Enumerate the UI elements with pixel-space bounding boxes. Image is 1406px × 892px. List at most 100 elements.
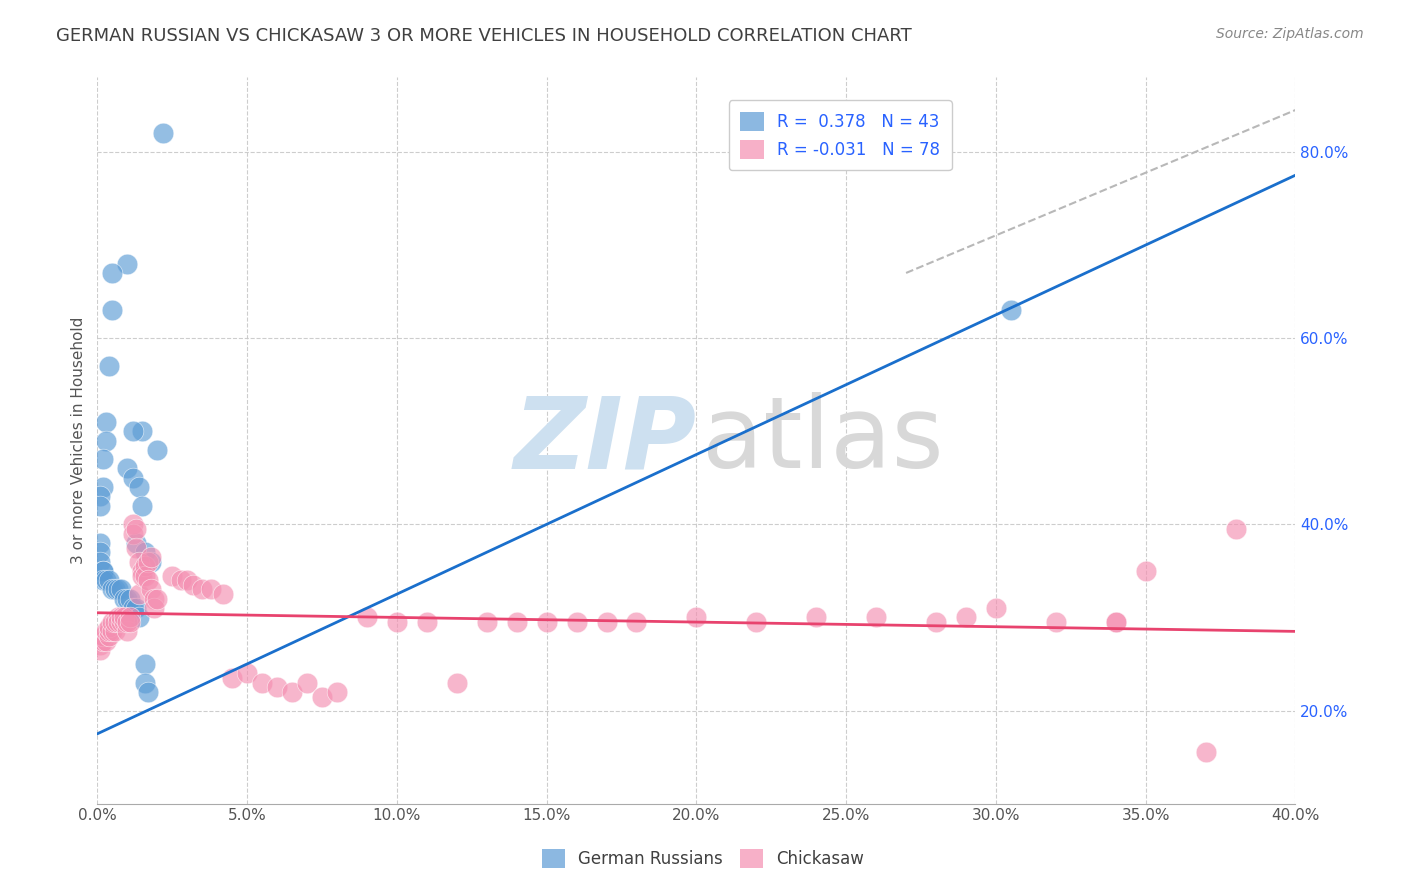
Point <box>356 610 378 624</box>
Point <box>98 629 121 643</box>
Point <box>685 610 707 624</box>
Point <box>212 587 235 601</box>
Point <box>101 303 124 318</box>
Point <box>984 601 1007 615</box>
Point <box>104 582 127 597</box>
Point <box>104 615 127 629</box>
Point <box>112 610 135 624</box>
Point <box>120 610 142 624</box>
Point <box>536 615 558 629</box>
Point <box>134 545 156 559</box>
Point <box>1105 615 1128 629</box>
Point <box>311 690 333 704</box>
Point <box>128 480 150 494</box>
Point <box>96 573 118 587</box>
Point <box>110 582 132 597</box>
Point <box>96 624 118 639</box>
Point <box>170 573 193 587</box>
Point <box>446 675 468 690</box>
Point <box>475 615 498 629</box>
Point <box>93 564 115 578</box>
Point <box>134 568 156 582</box>
Text: Source: ZipAtlas.com: Source: ZipAtlas.com <box>1216 27 1364 41</box>
Point <box>955 610 977 624</box>
Point <box>128 555 150 569</box>
Point <box>93 452 115 467</box>
Point <box>152 126 174 140</box>
Point <box>143 591 166 606</box>
Point <box>925 615 948 629</box>
Point <box>104 624 127 639</box>
Point <box>125 541 148 555</box>
Point <box>141 555 163 569</box>
Point <box>125 601 148 615</box>
Point <box>89 638 111 652</box>
Point <box>98 573 121 587</box>
Legend: German Russians, Chickasaw: German Russians, Chickasaw <box>536 842 870 875</box>
Y-axis label: 3 or more Vehicles in Household: 3 or more Vehicles in Household <box>72 317 86 565</box>
Point <box>176 573 198 587</box>
Point <box>626 615 648 629</box>
Point <box>117 615 139 629</box>
Point <box>745 615 768 629</box>
Point <box>117 461 139 475</box>
Point <box>96 434 118 448</box>
Point <box>385 615 408 629</box>
Point <box>107 582 129 597</box>
Point <box>98 624 121 639</box>
Point <box>505 615 527 629</box>
Point <box>110 610 132 624</box>
Point <box>565 615 588 629</box>
Point <box>125 536 148 550</box>
Point <box>131 564 153 578</box>
Point <box>89 536 111 550</box>
Point <box>134 675 156 690</box>
Point <box>89 555 111 569</box>
Point <box>117 591 139 606</box>
Point <box>101 266 124 280</box>
Point <box>107 615 129 629</box>
Text: ZIP: ZIP <box>513 392 696 489</box>
Point <box>101 582 124 597</box>
Legend: R =  0.378   N = 43, R = -0.031   N = 78: R = 0.378 N = 43, R = -0.031 N = 78 <box>728 100 952 170</box>
Point <box>136 555 159 569</box>
Point <box>136 573 159 587</box>
Point <box>1105 615 1128 629</box>
Point <box>117 257 139 271</box>
Point <box>98 620 121 634</box>
Point <box>125 522 148 536</box>
Point <box>98 359 121 373</box>
Point <box>89 545 111 559</box>
Point <box>131 424 153 438</box>
Point <box>112 591 135 606</box>
Point <box>281 685 304 699</box>
Point <box>326 685 349 699</box>
Point <box>295 675 318 690</box>
Point <box>107 610 129 624</box>
Point <box>1135 564 1157 578</box>
Point <box>93 629 115 643</box>
Point <box>236 666 259 681</box>
Point <box>1000 303 1022 318</box>
Point <box>128 587 150 601</box>
Point <box>120 615 142 629</box>
Point <box>1045 615 1067 629</box>
Point <box>416 615 439 629</box>
Point <box>200 582 222 597</box>
Point <box>806 610 828 624</box>
Point <box>146 442 169 457</box>
Point <box>89 499 111 513</box>
Point <box>93 480 115 494</box>
Text: GERMAN RUSSIAN VS CHICKASAW 3 OR MORE VEHICLES IN HOUSEHOLD CORRELATION CHART: GERMAN RUSSIAN VS CHICKASAW 3 OR MORE VE… <box>56 27 912 45</box>
Point <box>122 424 145 438</box>
Point <box>141 582 163 597</box>
Point <box>136 685 159 699</box>
Point <box>122 601 145 615</box>
Point <box>128 610 150 624</box>
Point <box>134 559 156 574</box>
Point <box>96 415 118 429</box>
Point <box>250 675 273 690</box>
Point <box>101 624 124 639</box>
Point <box>122 471 145 485</box>
Point <box>122 517 145 532</box>
